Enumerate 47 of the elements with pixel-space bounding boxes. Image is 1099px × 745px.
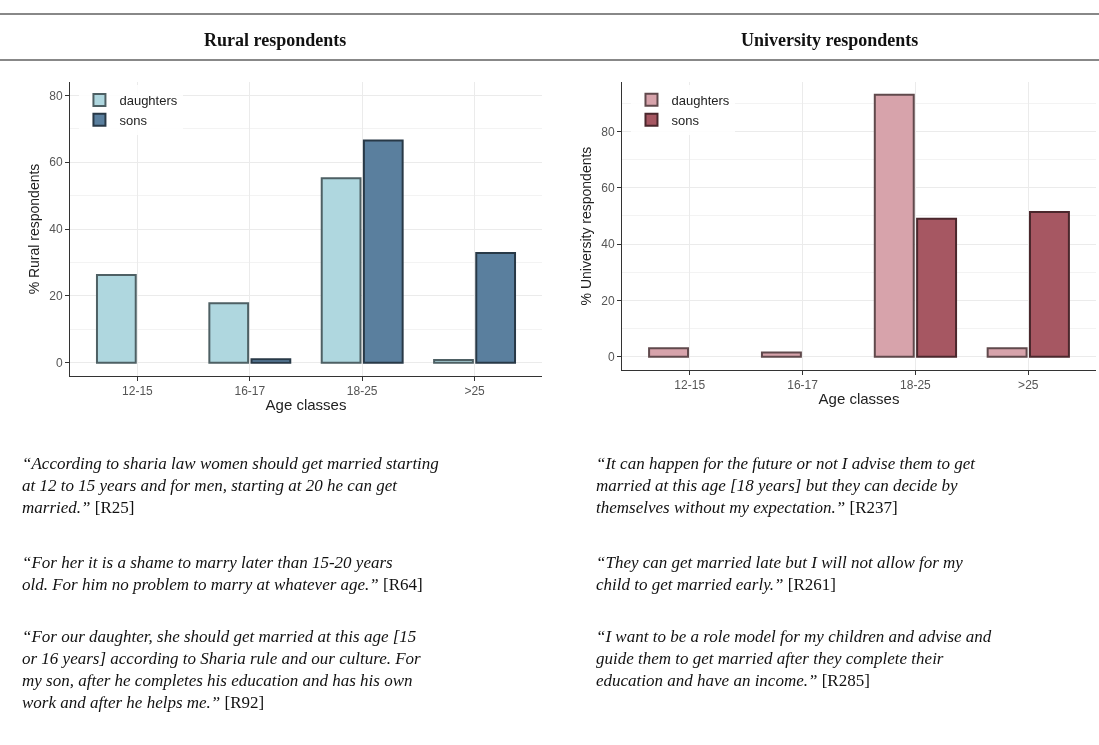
bar [1028, 210, 1070, 358]
y-tick-label: 60 [601, 180, 615, 195]
x-tick-label: 12-15 [674, 378, 706, 393]
x-tick-label: 16-17 [787, 378, 819, 393]
y-axis-title: % Rural respondents [25, 163, 42, 295]
legend-label: sons [119, 112, 148, 128]
y-axis-title: % University respondents [577, 146, 594, 306]
bar [916, 217, 958, 358]
x-tick-label: 18-25 [900, 378, 932, 393]
y-tick-label: 80 [601, 124, 615, 139]
bar [760, 351, 802, 358]
text: “They can get married late but I will not allow for my child to get married early.” [R261] [596, 553, 964, 595]
bar [320, 177, 362, 364]
x-axis-title: Age classes [818, 390, 900, 408]
text: “For our daughter, she should get married at this age [15 or 16 years] according to Sharia rule and our culture. For my son, after he completes his education and has his own work and after he helps me.” [R92] [22, 627, 422, 713]
bar [250, 358, 292, 364]
text: “I want to be a role model for my children and advise and guide them to get married after they complete their education and have an income.” [R285] [596, 627, 992, 691]
legend-label: sons [671, 112, 700, 128]
x-tick-label: >25 [464, 384, 486, 399]
bar [475, 252, 517, 364]
y-tick-label: 40 [49, 222, 63, 237]
x-axis-title: Age classes [265, 396, 347, 414]
x-tick-label: 12-15 [122, 384, 154, 399]
bar [95, 274, 137, 364]
text: “According to sharia law women should get married starting at 12 to 15 years and for men, starting at 20 he can get married.” [R25] [22, 454, 439, 518]
bar [986, 347, 1028, 358]
bar [873, 93, 915, 358]
bar [208, 302, 250, 364]
y-tick-label: 0 [607, 349, 615, 364]
y-tick-label: 80 [49, 88, 63, 103]
bar [362, 139, 404, 364]
legend-label: daughters [671, 92, 730, 108]
x-tick-label: 16-17 [234, 384, 266, 399]
y-tick-label: 20 [601, 293, 615, 308]
y-tick-label: 0 [55, 355, 63, 370]
y-tick-label: 20 [49, 289, 63, 304]
y-tick-label: 60 [49, 155, 63, 170]
x-tick-label: >25 [1018, 378, 1039, 393]
y-tick-label: 40 [601, 237, 615, 252]
legend-label: daughters [119, 92, 178, 108]
text: “It can happen for the future or not I advise them to get married at this age [18 years] but they can decide by themselves without my expectation.” [R237] [596, 454, 977, 518]
bar [433, 358, 474, 364]
text: “For her it is a shame to marry later than 15-20 years old. For him no problem to marry at whatever age.” [R64] [22, 553, 423, 595]
chart-title: University respondents [741, 30, 919, 50]
chart-title: Rural respondents [204, 30, 347, 50]
x-tick-label: 18-25 [346, 384, 378, 399]
bar [648, 347, 690, 358]
